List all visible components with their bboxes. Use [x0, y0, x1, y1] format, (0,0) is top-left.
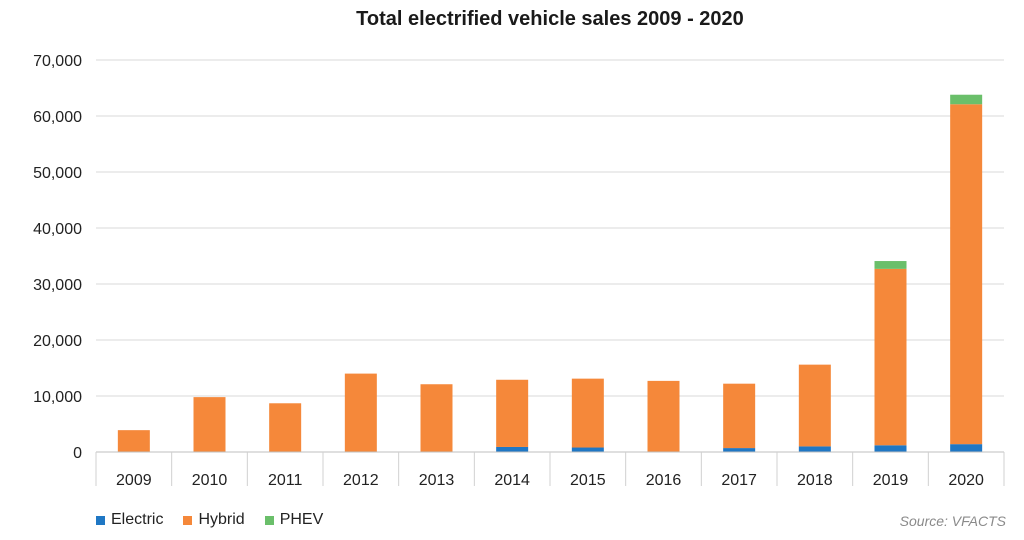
bar-phev-2019: [874, 261, 907, 269]
legend-label-phev: PHEV: [279, 511, 324, 528]
legend-item-hybrid: Hybrid: [183, 511, 245, 529]
bar-electric-2014: [496, 446, 529, 452]
y-tick-label: 0: [73, 445, 82, 462]
bar-hybrid-2017: [723, 383, 756, 449]
bar-hybrid-2010: [193, 397, 226, 452]
bar-hybrid-2011: [269, 403, 302, 452]
y-tick-label: 60,000: [33, 109, 82, 126]
bar-electric-2015: [571, 447, 604, 452]
legend-swatch-electric: [96, 515, 105, 525]
bar-hybrid-2020: [950, 104, 983, 445]
source-note: Source: VFACTS: [899, 513, 1006, 529]
y-tick-label: 50,000: [33, 165, 82, 182]
legend-item-phev: PHEV: [264, 511, 324, 529]
x-tick-label: 2013: [419, 472, 455, 489]
x-tick-label: 2019: [873, 472, 909, 489]
legend: Electric Hybrid PHEV: [96, 511, 323, 529]
x-tick-label: 2011: [268, 472, 303, 489]
y-tick-label: 70,000: [33, 53, 82, 70]
gridlines: [96, 59, 1004, 397]
bar-electric-2020: [950, 444, 983, 452]
legend-swatch-phev: [264, 515, 274, 525]
x-tick-label: 2014: [494, 472, 530, 489]
bar-hybrid-2012: [344, 373, 377, 452]
x-axis: 2009 2010 2011 2012 2013 2014 2015 2016 2017 2018…: [95, 451, 1005, 489]
bar-electric-2017: [723, 448, 756, 452]
y-tick-label: 40,000: [33, 221, 82, 238]
bar-hybrid-2013: [420, 384, 453, 452]
bar-hybrid-2014: [496, 379, 529, 447]
x-tick-label: 2016: [646, 472, 682, 489]
y-tick-label: 20,000: [33, 333, 82, 350]
bar-phev-2020: [950, 94, 983, 105]
y-tick-label: 10,000: [33, 389, 82, 406]
legend-label-hybrid: Hybrid: [198, 511, 245, 528]
x-tick-label: 2010: [192, 472, 228, 489]
y-axis-ticks: 0 10,000 20,000 30,000 40,000 50,000 60,000 70,…: [33, 53, 82, 462]
bar-electric-2018: [798, 446, 831, 452]
bar-hybrid-2018: [798, 364, 831, 447]
legend-label-electric: Electric: [111, 511, 164, 528]
bar-hybrid-2015: [571, 378, 604, 448]
x-tick-label: 2020: [948, 472, 984, 489]
bar-hybrid-2009: [117, 430, 150, 452]
x-tick-label: 2015: [570, 472, 606, 489]
chart-title: Total electrified vehicle sales 2009 - 2…: [356, 8, 744, 30]
x-tick-label: 2009: [116, 472, 152, 489]
x-tick-label: 2018: [797, 472, 833, 489]
x-tick-label: 2012: [343, 472, 379, 489]
bar-electric-2019: [874, 445, 907, 452]
bar-hybrid-2019: [874, 268, 907, 446]
y-tick-label: 30,000: [33, 277, 82, 294]
bar-hybrid-2016: [647, 380, 680, 452]
legend-item-electric: Electric: [96, 511, 163, 529]
x-tick-label: 2017: [721, 472, 757, 489]
bars: [117, 94, 983, 452]
legend-swatch-hybrid: [183, 515, 193, 525]
